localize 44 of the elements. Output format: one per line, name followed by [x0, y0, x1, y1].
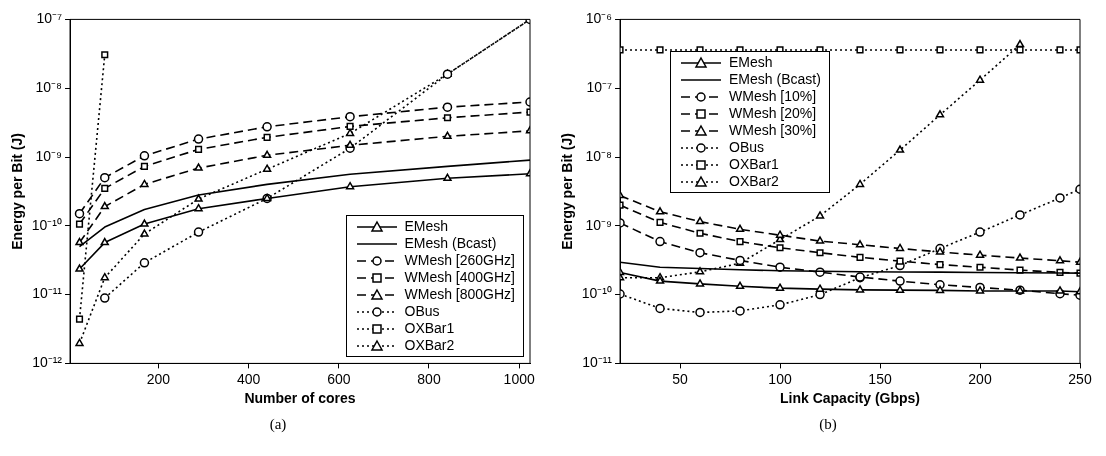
y-tick-label: 10⁻⁷	[36, 10, 63, 27]
x-axis-title: Number of cores	[244, 390, 356, 407]
y-tick-label: 10⁻⁹	[35, 147, 63, 164]
y-tick-label: 10⁻¹¹	[582, 354, 613, 371]
y-axis-title: Energy per Bit (J)	[559, 133, 576, 250]
x-tick-label: 400	[236, 370, 261, 387]
legend-label: WMesh [800GHz]	[404, 286, 515, 304]
legend-label: WMesh [30%]	[729, 122, 817, 140]
legend-label: OBus	[404, 303, 440, 321]
x-tick-label: 50	[672, 370, 689, 387]
y-tick-label: 10⁻¹¹	[32, 285, 63, 302]
y-tick-label: 10⁻⁷	[586, 79, 613, 96]
legend-label: EMesh (Bcast)	[404, 235, 497, 253]
x-tick-label: 200	[146, 370, 171, 387]
x-tick-label: 200	[968, 370, 992, 387]
legend-label: WMesh [10%]	[729, 88, 817, 106]
y-tick-label: 10⁻¹²	[32, 354, 63, 371]
y-tick-label: 10⁻⁸	[35, 79, 63, 96]
legend-label: WMesh [20%]	[729, 105, 817, 123]
x-tick-label: 800	[417, 370, 441, 387]
x-tick-label: 150	[868, 370, 892, 387]
x-tick-label: 250	[1068, 370, 1092, 387]
legend-label: OXBar2	[729, 173, 779, 191]
legend-label: OXBar1	[729, 156, 779, 174]
y-tick-label: 10⁻⁶	[585, 10, 613, 27]
x-axis-title: Link Capacity (Gbps)	[780, 390, 921, 407]
legend-label: OXBar1	[404, 320, 455, 338]
text: (b)	[818, 416, 838, 433]
legend-label: EMesh (Bcast)	[729, 71, 821, 89]
y-tick-label: 10⁻¹⁰	[31, 216, 63, 233]
y-tick-label: 10⁻⁹	[585, 216, 613, 233]
y-tick-label: 10⁻⁸	[585, 147, 613, 164]
legend-label: EMesh	[729, 54, 773, 72]
x-tick-label: 100	[768, 370, 792, 387]
text: (a)	[268, 416, 288, 433]
legend-label: WMesh [260GHz]	[404, 252, 515, 270]
legend-label: OXBar2	[404, 337, 455, 355]
x-tick-label: 1000	[503, 370, 535, 387]
y-axis-title: Energy per Bit (J)	[9, 133, 26, 250]
y-tick-label: 10⁻¹⁰	[581, 285, 613, 302]
legend-label: EMesh	[404, 218, 449, 236]
legend-label: WMesh [400GHz]	[404, 269, 515, 287]
x-tick-label: 600	[327, 370, 351, 387]
legend-label: OBus	[729, 139, 765, 157]
